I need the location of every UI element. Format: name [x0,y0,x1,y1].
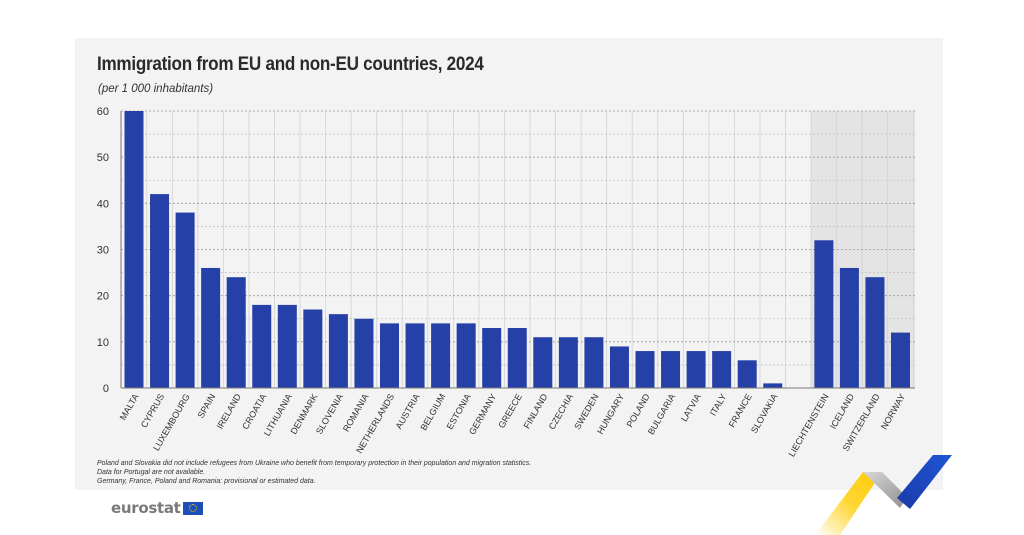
chart-subtitle: (per 1 000 inhabitants) [98,83,214,95]
bar-hungary [609,346,629,388]
y-tick-label: 0 [103,383,109,395]
x-tick-label: ESTONIA [445,392,473,431]
x-tick-label: SPAIN [196,392,218,420]
x-tick-label: GREECE [496,392,524,430]
x-tick-label: FINLAND [522,392,550,431]
bar-sweden [584,337,604,388]
bar-iceland [839,267,859,388]
bar-estonia [456,323,476,388]
x-tick-label: AUSTRIA [394,392,422,431]
bar-luxembourg [175,212,195,388]
horizontal-gridlines [121,110,915,366]
x-tick-label: SWEDEN [572,392,600,431]
bar-poland [635,351,655,388]
bar-denmark [303,309,323,388]
bar-france [737,360,757,388]
bar-spain [201,267,221,388]
bar-ireland [226,277,246,388]
bar-greece [507,327,527,388]
bar-slovenia [328,314,348,388]
footnote: Germany, France, Poland and Romania: pro… [97,478,316,485]
y-tick-label: 60 [97,106,109,118]
bar-finland [533,337,553,388]
bar-croatia [252,304,272,388]
y-tick-labels: 0 10 20 30 40 50 60 [97,106,109,395]
y-tick-label: 40 [97,198,109,210]
bar-slovakia [763,383,783,388]
decorative-ribbon-icon [815,455,952,535]
x-tick-label: ITALY [708,392,729,418]
bar-belgium [431,323,451,388]
bar-bulgaria [661,351,681,388]
bar-latvia [686,351,706,388]
x-tick-label: CYPRUS [139,392,166,429]
footnote: Poland and Slovakia did not include refu… [97,460,532,467]
bar-italy [712,351,732,388]
x-tick-label: CROATIA [240,392,268,431]
x-tick-label: FRANCE [727,392,754,429]
bar-liechtenstein [814,240,834,388]
x-tick-label: SLOVAKIA [749,392,780,435]
y-tick-label: 30 [97,245,109,257]
bar-czechia [558,337,578,388]
bar-norway [891,332,910,388]
axes [120,111,915,389]
bar-austria [405,323,425,388]
eu-flag-icon [182,501,203,515]
x-tick-label: IRELAND [215,392,243,431]
x-tick-label: POLAND [625,392,652,429]
x-tick-label: MALTA [118,392,141,422]
bar-lithuania [277,304,297,388]
eurostat-logo: eurostat [111,499,203,517]
x-tick-label: BELGIUM [418,392,447,432]
x-tick-label: CZECHIA [547,392,575,431]
x-tick-label: ICELAND [828,392,856,431]
bar-netherlands [380,323,399,388]
bar-switzerland [865,277,885,388]
y-tick-label: 50 [97,152,109,164]
x-tick-label: NORWAY [879,392,907,431]
x-tick-label: HUNGARY [595,392,626,436]
bar-germany [482,327,502,388]
y-tick-label: 20 [97,291,109,303]
chart-title: Immigration from EU and non-EU countries… [97,54,484,75]
chart-panel [75,38,943,490]
footnotes: Poland and Slovakia did not include refu… [97,459,531,486]
bars [124,111,910,388]
x-tick-label: LATVIA [679,392,703,423]
bar-romania [354,318,374,388]
y-tick-label: 10 [97,337,109,349]
footnote: Data for Portugal are not available. [97,469,206,476]
logo-text: eurostat [111,499,181,517]
bar-cyprus [150,194,170,388]
bar-malta [124,111,144,388]
